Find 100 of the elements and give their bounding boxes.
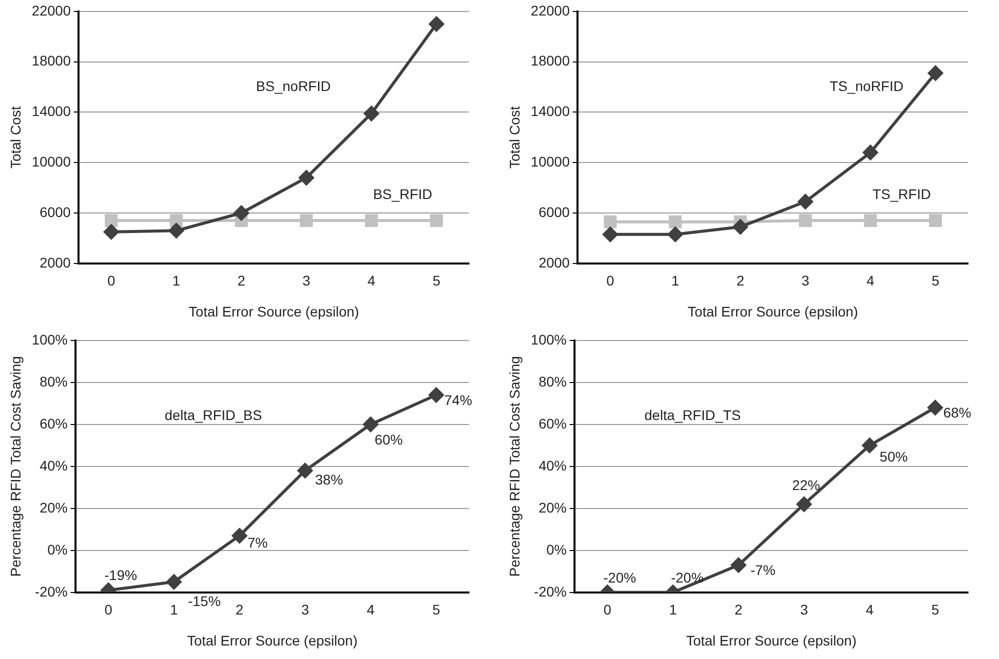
data-label: 50% [880, 448, 908, 464]
x-tick-label: 1 [669, 602, 678, 618]
y-tick-label: 100% [32, 331, 68, 348]
point [104, 214, 118, 228]
y-tick-label: 18000 [530, 52, 570, 69]
x-tick-label: 4 [866, 272, 875, 289]
y-axis-title: Percentage RFID Total Cost Saving [506, 356, 522, 577]
x-tick-label: 2 [736, 272, 744, 289]
point [232, 528, 248, 544]
point [168, 223, 184, 238]
data-label: -20% [603, 569, 636, 586]
data-label: 7% [248, 534, 268, 551]
x-tick-label: 2 [237, 272, 246, 289]
y-tick-label: 6000 [40, 204, 71, 220]
x-tick-label: 0 [603, 602, 612, 618]
series-label: TS_RFID [872, 186, 931, 202]
text: BS_noRFID [256, 78, 331, 94]
series-label: TS_noRFID [830, 78, 904, 94]
y-tick-label: 60% [40, 415, 68, 432]
point [928, 66, 943, 81]
x-tick-label: 3 [302, 272, 310, 289]
point [798, 214, 812, 228]
y-tick-label: 20% [40, 499, 68, 516]
point [864, 214, 877, 228]
y-axis-title: Total Cost [7, 106, 24, 169]
series-label: BS_RFID [373, 186, 432, 202]
point [928, 400, 943, 416]
point [862, 145, 878, 160]
point [668, 226, 683, 242]
x-axis-title: Total Error Source (epsilon) [688, 303, 858, 320]
y-tick-label: 0% [47, 541, 68, 558]
point [170, 214, 183, 228]
point [166, 574, 182, 590]
x-axis-title: Total Error Source (epsilon) [187, 632, 358, 648]
x-tick-label: 1 [172, 272, 180, 289]
x-tick-label: 3 [301, 602, 310, 618]
point [298, 463, 313, 478]
y-tick-label: 10000 [32, 153, 71, 170]
y-tick-label: 80% [538, 373, 567, 390]
point [364, 106, 379, 121]
data-label: 22% [792, 477, 820, 494]
x-tick-label: 2 [236, 602, 244, 618]
x-tick-label: 0 [104, 602, 112, 618]
point [298, 170, 314, 186]
x-tick-label: 5 [932, 272, 940, 289]
y-tick-label: 80% [40, 373, 68, 390]
y-tick-label: 14000 [530, 103, 570, 120]
x-tick-label: 5 [432, 602, 440, 618]
y-axis-title: Percentage RFID Total Cost Saving [7, 356, 24, 577]
point [234, 206, 249, 220]
data-label: 68% [943, 404, 972, 420]
y-tick-label: -20% [34, 583, 68, 600]
data-label: 60% [374, 431, 403, 448]
y-axis-title: Total Cost [506, 106, 522, 169]
point [428, 388, 444, 402]
point [300, 214, 313, 228]
x-axis-title: Total Error Source (epsilon) [188, 303, 360, 320]
y-tick-label: 18000 [32, 52, 71, 69]
x-tick-label: 4 [368, 272, 376, 289]
y-tick-label: 0% [546, 541, 567, 558]
y-tick-label: 20% [538, 499, 567, 516]
y-tick-label: 40% [40, 457, 68, 474]
point [364, 214, 378, 228]
x-tick-label: 5 [432, 272, 441, 289]
y-tick-label: 60% [538, 415, 567, 432]
point [732, 219, 748, 234]
point [929, 214, 942, 228]
point [428, 16, 444, 32]
x-tick-label: 5 [931, 602, 940, 618]
point [604, 215, 617, 228]
y-tick-label: 2000 [40, 254, 71, 270]
x-tick-label: 3 [800, 602, 808, 618]
y-tick-label: 40% [538, 457, 567, 474]
x-tick-label: 4 [866, 602, 874, 618]
data-label: 38% [315, 471, 344, 488]
y-tick-label: 100% [530, 331, 567, 348]
x-tick-label: 3 [801, 272, 810, 289]
point [862, 438, 878, 453]
point [798, 194, 813, 210]
data-label: -20% [670, 569, 704, 586]
x-tick-label: 0 [107, 272, 116, 289]
x-tick-label: 1 [671, 272, 680, 289]
data-label: -7% [750, 562, 776, 578]
text: delta_RFID_TS [644, 406, 741, 423]
x-tick-label: 1 [170, 602, 178, 618]
y-tick-label: -20% [534, 583, 567, 600]
x-axis-title: Total Error Source (epsilon) [686, 632, 857, 648]
point [430, 214, 443, 228]
x-tick-label: 4 [366, 602, 375, 618]
y-tick-label: 22000 [32, 2, 71, 18]
x-tick-label: 0 [606, 272, 614, 289]
point [104, 224, 119, 240]
data-label: -19% [104, 567, 138, 584]
point [363, 416, 378, 432]
y-tick-label: 10000 [530, 153, 570, 170]
y-tick-label: 2000 [538, 254, 570, 270]
y-tick-label: 6000 [538, 204, 570, 220]
point [602, 226, 618, 242]
point [668, 215, 682, 228]
y-tick-label: 14000 [32, 103, 71, 120]
